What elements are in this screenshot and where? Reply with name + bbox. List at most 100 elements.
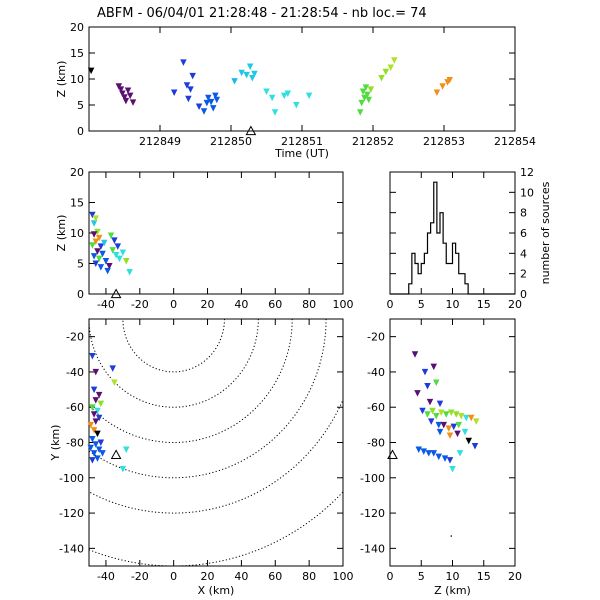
y-tick-label: 20 (70, 166, 84, 179)
x-tick-label: 212853 (423, 135, 465, 148)
y-tick-label: -120 (59, 507, 84, 520)
data-point (463, 414, 470, 422)
data-point (109, 247, 116, 254)
y-tick-label: -100 (360, 472, 385, 485)
x-tick-label: 10 (446, 298, 460, 311)
x-axis-label: Time (UT) (274, 147, 329, 160)
data-point (361, 94, 368, 102)
x-tick-label: 0 (387, 570, 394, 583)
y-tick-label: 12 (520, 166, 534, 179)
data-point (419, 407, 426, 415)
y-axis-label: Y (km) (49, 425, 62, 462)
data-point (358, 99, 365, 107)
data-point (94, 407, 101, 415)
data-point (426, 398, 434, 406)
data-point (441, 455, 449, 462)
data-point (438, 409, 445, 417)
data-point (205, 94, 212, 102)
data-point (92, 368, 100, 376)
data-point (99, 450, 106, 457)
data-point (424, 411, 431, 418)
data-point (263, 88, 270, 95)
y-tick-label: -140 (360, 542, 385, 555)
y-tick-label: 4 (520, 247, 527, 260)
station-marker (245, 125, 257, 136)
data-point (94, 455, 101, 462)
data-point (440, 421, 447, 429)
y-tick-label: 0 (77, 288, 84, 301)
data-point (465, 437, 472, 445)
data-point (106, 262, 113, 270)
data-point (238, 69, 245, 77)
x-tick-label: 40 (234, 298, 248, 311)
data-point (89, 404, 96, 411)
data-point (102, 258, 110, 265)
y-tick-label: 15 (70, 197, 84, 210)
data-point (87, 421, 94, 429)
data-point (356, 109, 364, 116)
y-tick-label: -100 (59, 472, 84, 485)
data-point (212, 92, 219, 100)
x-tick-label: 15 (477, 570, 491, 583)
data-point (446, 77, 453, 84)
data-point (446, 432, 454, 439)
y-tick-label: 5 (77, 99, 84, 112)
x-tick-label: 5 (418, 570, 425, 583)
data-point (424, 383, 431, 390)
data-point (126, 92, 134, 100)
data-point (185, 95, 192, 103)
data-point (246, 63, 254, 71)
plot-layer: 212849 212850 212851 212852 212853 2128540510… (49, 21, 553, 597)
y-tick-label: 10 (520, 186, 534, 199)
y-tick-label: 10 (70, 73, 84, 86)
data-point (89, 457, 96, 464)
panel-x-y: -40 -20 0 20 40 60 80 100 -140 -120 -100 -80 -60 -40 -… (49, 318, 354, 597)
data-point (458, 413, 465, 420)
data-point (90, 427, 98, 434)
data-point (92, 238, 100, 246)
x-tick-label: 20 (508, 298, 522, 311)
data-point (284, 90, 292, 98)
data-point (195, 103, 203, 111)
data-point (97, 264, 105, 271)
x-tick-label: 212852 (352, 135, 394, 148)
data-point (450, 535, 453, 537)
data-point (180, 59, 187, 66)
data-point (391, 57, 398, 64)
data-point (210, 105, 217, 112)
data-point (89, 242, 96, 249)
x-tick-label: 10 (446, 570, 460, 583)
data-point (455, 421, 462, 429)
data-point (430, 363, 437, 371)
x-tick-label: -20 (131, 570, 149, 583)
data-point (471, 443, 479, 450)
data-point (281, 92, 288, 100)
data-point (382, 68, 390, 76)
data-point (231, 78, 238, 85)
data-point (428, 418, 435, 425)
data-point (87, 444, 94, 452)
station-marker (110, 449, 122, 459)
data-point (414, 390, 421, 397)
chart-title: ABFM - 06/04/01 21:28:48 - 21:28:54 - nb… (97, 6, 427, 21)
x-tick-label: 15 (477, 298, 491, 311)
data-point (449, 465, 456, 473)
y-tick-label: -20 (66, 331, 84, 344)
data-point (387, 64, 394, 72)
data-point (420, 448, 427, 455)
y-tick-label: -140 (59, 542, 84, 555)
data-point (213, 96, 221, 104)
data-point (97, 400, 105, 408)
y-tick-label: -40 (367, 366, 385, 379)
x-tick-label: 212851 (281, 135, 323, 148)
data-point (433, 89, 441, 97)
y-tick-label: 15 (70, 47, 84, 60)
data-point (268, 94, 276, 102)
data-point (359, 88, 367, 95)
y-tick-label: 10 (70, 227, 84, 240)
data-point (430, 450, 437, 457)
data-point (445, 425, 452, 432)
data-point (95, 446, 103, 454)
data-point (446, 457, 454, 464)
